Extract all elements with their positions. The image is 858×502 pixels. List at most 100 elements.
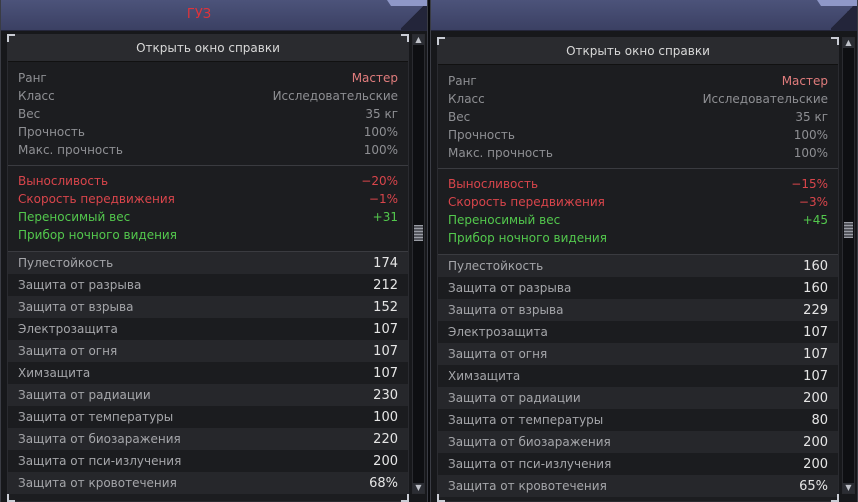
stat-row: Защита от биозаражения 220 — [8, 428, 408, 450]
item-panel-left: ГУЗ Открыть окно справки Ранг Мастер Клас… — [0, 0, 428, 502]
modifier-value: −3% — [798, 195, 828, 209]
modifier-value: −20% — [361, 174, 398, 188]
stat-value: 230 — [373, 387, 398, 403]
info-value: Исследовательские — [702, 92, 828, 106]
modifier-row: Переносимый вес +45 — [448, 211, 828, 229]
item-details: Открыть окно справки Ранг Мастер Класс Исс… — [7, 34, 409, 502]
info-value: 35 кг — [365, 107, 398, 121]
stat-row: Химзащита 107 — [438, 365, 838, 387]
stat-label: Защита от огня — [448, 347, 548, 361]
info-row-max-durability: Макс. прочность 100% — [18, 141, 398, 159]
stat-label: Пулестойкость — [18, 256, 114, 270]
stat-row: Электрозащита 107 — [8, 318, 408, 340]
scroll-thumb[interactable] — [414, 225, 423, 241]
scroll-thumb[interactable] — [844, 222, 853, 238]
modifier-label: Выносливость — [18, 174, 109, 188]
stat-row: Защита от температуры 100 — [8, 406, 408, 428]
open-help-button[interactable]: Открыть окно справки — [8, 35, 408, 62]
info-row-durability: Прочность 100% — [18, 123, 398, 141]
scroll-down-arrow-icon[interactable]: ▼ — [413, 483, 424, 493]
stat-row: Защита от радиации 200 — [438, 387, 838, 409]
stat-value: 160 — [803, 280, 828, 296]
modifier-value: −1% — [368, 192, 398, 206]
frame-corner — [7, 34, 15, 42]
frame-corner — [437, 494, 445, 502]
stat-row: Защита от взрыва 152 — [8, 296, 408, 318]
info-block: Ранг Мастер Класс Исследовательские Вес 35 … — [438, 65, 838, 169]
info-row-weight: Вес 35 кг — [448, 108, 828, 126]
info-row-durability: Прочность 100% — [448, 126, 828, 144]
modifier-label: Выносливость — [448, 177, 539, 191]
scrollbar[interactable]: ▲ ▼ — [412, 34, 425, 494]
item-details: Открыть окно справки Ранг Мастер Класс Исс… — [437, 37, 839, 502]
stat-label: Химзащита — [18, 366, 91, 380]
stat-value: 152 — [373, 299, 398, 315]
frame-corner — [831, 494, 839, 502]
stat-row: Защита от пси-излучения 200 — [8, 450, 408, 472]
modifier-row: Скорость передвижения −3% — [448, 193, 828, 211]
frame-corner — [401, 494, 409, 502]
stat-row: Защита от разрыва 160 — [438, 277, 838, 299]
info-row-rank: Ранг Мастер — [18, 69, 398, 87]
info-label: Ранг — [18, 71, 47, 85]
modifier-label: Скорость передвижения — [18, 192, 175, 206]
modifiers-block: Выносливость −20% Скорость передвижения −1… — [8, 166, 408, 252]
stat-value: 68% — [369, 475, 398, 491]
modifier-value: +31 — [372, 210, 398, 224]
modifier-label: Прибор ночного видения — [448, 231, 607, 245]
frame-corner — [437, 37, 445, 45]
stat-value: 80 — [811, 412, 828, 428]
stat-row: Химзащита 107 — [8, 362, 408, 384]
stat-value: 65% — [799, 478, 828, 494]
stat-value: 229 — [803, 302, 828, 318]
panel-header — [431, 0, 857, 31]
stat-value: 107 — [373, 365, 398, 381]
panel-title: ГУЗ — [186, 7, 212, 22]
stat-label: Защита от температуры — [448, 413, 604, 427]
stat-value: 107 — [803, 346, 828, 362]
protection-stats-list: Пулестойкость 174 Защита от разрыва 212 За… — [8, 252, 408, 494]
header-edge-decoration — [387, 0, 427, 6]
stat-label: Защита от температуры — [18, 410, 174, 424]
stat-label: Защита от взрыва — [18, 300, 134, 314]
info-label: Прочность — [18, 125, 85, 139]
stat-row: Защита от кровотечения 65% — [438, 475, 838, 497]
modifier-row: Прибор ночного видения — [448, 229, 828, 247]
modifier-label: Прибор ночного видения — [18, 228, 177, 242]
modifier-value: −15% — [791, 177, 828, 191]
stat-label: Защита от биозаражения — [448, 435, 611, 449]
info-row-weight: Вес 35 кг — [18, 105, 398, 123]
scroll-down-arrow-icon[interactable]: ▼ — [843, 483, 854, 493]
modifier-row: Прибор ночного видения — [18, 226, 398, 244]
stat-value: 107 — [373, 343, 398, 359]
info-label: Вес — [448, 110, 471, 124]
protection-stats-list: Пулестойкость 160 Защита от разрыва 160 За… — [438, 255, 838, 497]
stat-row: Защита от разрыва 212 — [8, 274, 408, 296]
stat-label: Защита от разрыва — [448, 281, 572, 295]
scroll-up-arrow-icon[interactable]: ▲ — [413, 35, 424, 45]
stat-value: 107 — [373, 321, 398, 337]
stat-label: Защита от огня — [18, 344, 118, 358]
stat-label: Защита от кровотечения — [448, 479, 607, 493]
scrollbar[interactable]: ▲ ▼ — [842, 37, 855, 494]
panel-header: ГУЗ — [1, 0, 427, 31]
info-label: Прочность — [448, 128, 515, 142]
info-value: 100% — [363, 143, 398, 157]
stat-label: Пулестойкость — [448, 259, 544, 273]
item-panel-right: Открыть окно справки Ранг Мастер Класс Исс… — [430, 0, 858, 502]
stat-row: Защита от температуры 80 — [438, 409, 838, 431]
open-help-button[interactable]: Открыть окно справки — [438, 38, 838, 65]
modifier-label: Переносимый вес — [448, 213, 561, 227]
modifier-row: Выносливость −15% — [448, 175, 828, 193]
frame-corner — [401, 34, 409, 42]
stat-label: Защита от радиации — [448, 391, 581, 405]
stat-row: Пулестойкость 174 — [8, 252, 408, 274]
stat-label: Защита от биозаражения — [18, 432, 181, 446]
scroll-up-arrow-icon[interactable]: ▲ — [843, 38, 854, 48]
stat-row: Электрозащита 107 — [438, 321, 838, 343]
stat-row: Защита от огня 107 — [438, 343, 838, 365]
stat-row: Защита от биозаражения 200 — [438, 431, 838, 453]
stat-value: 100 — [373, 409, 398, 425]
info-row-rank: Ранг Мастер — [448, 72, 828, 90]
info-label: Макс. прочность — [448, 146, 553, 160]
